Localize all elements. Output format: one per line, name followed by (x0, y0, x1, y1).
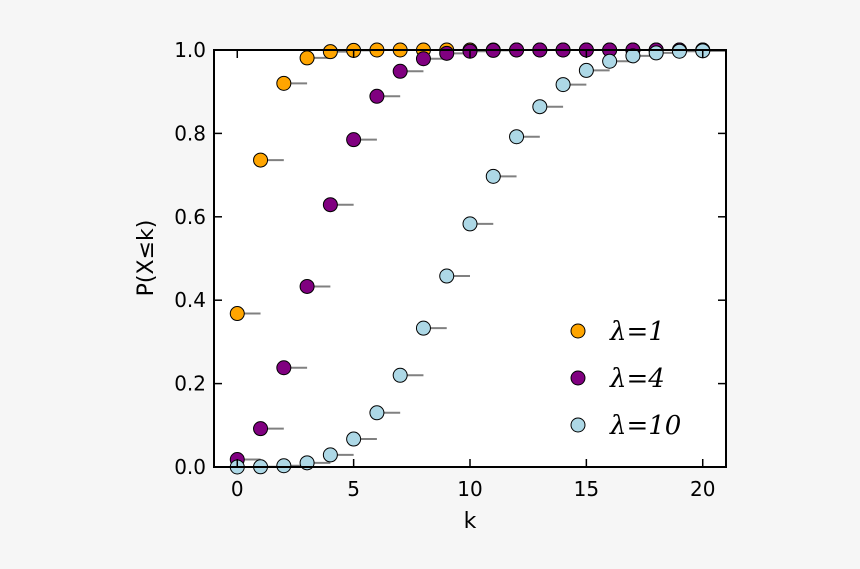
x-axis-label: k (464, 509, 477, 534)
data-point-s1-k6 (369, 88, 385, 104)
legend-label-2: λ=10 (609, 411, 681, 441)
data-point-s2-k8 (415, 320, 431, 336)
data-point-s2-k10 (462, 216, 478, 232)
data-point-s2-k4 (322, 447, 338, 463)
x-tick-label: 15 (574, 477, 599, 501)
data-point-s2-k14 (555, 77, 571, 93)
axis-ticks (214, 49, 726, 468)
data-point-s1-k3 (299, 278, 315, 294)
data-point-s1-k2 (276, 360, 292, 376)
legend-marker-1 (570, 370, 586, 386)
data-point-s1-k1 (253, 421, 269, 437)
legend-marker-2 (570, 417, 586, 433)
x-tick-labels: 0 5 10 15 20 (231, 477, 716, 501)
y-tick-label: 0.6 (174, 205, 206, 229)
x-tick-label: 10 (457, 477, 482, 501)
data-point-s2-k12 (509, 129, 525, 145)
data-point-s2-k18 (648, 45, 664, 61)
data-point-s2-k19 (671, 43, 687, 59)
y-tick-label: 1.0 (174, 38, 206, 62)
y-tick-label: 0.4 (174, 288, 206, 312)
x-tick-label: 0 (231, 477, 244, 501)
data-point-s2-k17 (625, 48, 641, 64)
data-point-s2-k5 (346, 431, 362, 447)
plot-area (214, 50, 726, 467)
data-point-s2-k11 (485, 168, 501, 184)
data-point-s1-k5 (346, 132, 362, 148)
data-point-s1-k7 (392, 63, 408, 79)
data-point-s2-k7 (392, 367, 408, 383)
data-point-s0-k3 (299, 50, 315, 66)
data-point-s2-k13 (532, 99, 548, 115)
data-point-s2-k9 (439, 268, 455, 284)
y-tick-label: 0.0 (174, 455, 206, 479)
data-point-s2-k2 (276, 458, 292, 474)
data-point-s0-k1 (253, 152, 269, 168)
y-tick-label: 0.8 (174, 121, 206, 145)
data-point-s2-k6 (369, 405, 385, 421)
data-point-s0-k0 (229, 306, 245, 322)
data-point-s0-k2 (276, 75, 292, 91)
y-tick-label: 0.2 (174, 372, 206, 396)
y-tick-labels: 0.0 0.2 0.4 0.6 0.8 1.0 (174, 38, 206, 479)
legend-label-1: λ=4 (609, 364, 665, 394)
legend: λ=1 λ=4 λ=10 (570, 317, 681, 441)
y-axis-label: P(X≤k) (134, 220, 159, 297)
legend-marker-0 (570, 323, 586, 339)
data-point-s1-k8 (415, 51, 431, 67)
data-point-s2-k16 (602, 53, 618, 69)
data-point-s1-k9 (439, 45, 455, 61)
x-tick-label: 20 (690, 477, 715, 501)
data-point-s2-k15 (578, 62, 594, 78)
data-point-s1-k4 (322, 197, 338, 213)
x-tick-label: 5 (347, 477, 360, 501)
legend-label-0: λ=1 (609, 317, 665, 347)
data-point-s0-k4 (322, 44, 338, 60)
